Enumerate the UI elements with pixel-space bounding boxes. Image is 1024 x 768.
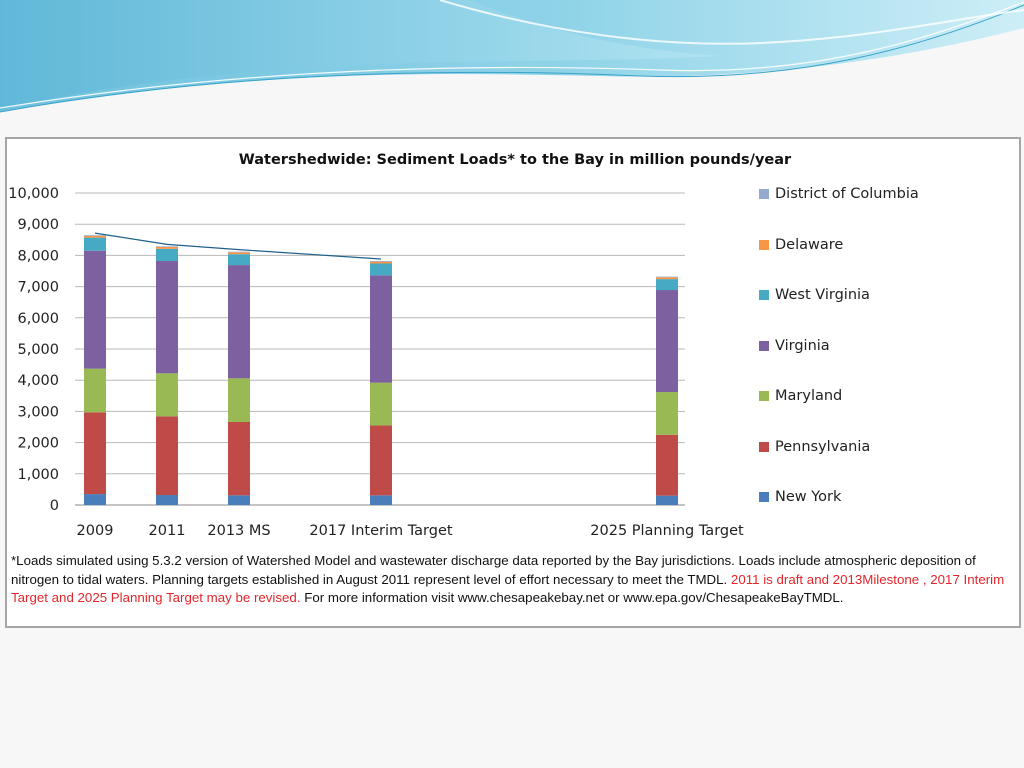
x-tick-label: 2017 Interim Target: [309, 523, 452, 539]
bar-segment: [228, 378, 250, 423]
bar-segment: [228, 252, 250, 255]
bar-segment: [228, 254, 250, 266]
legend-label: New York: [775, 489, 842, 505]
y-tick-label: 2,000: [17, 436, 59, 452]
legend-swatch: [759, 340, 769, 351]
bar-segment: [370, 261, 392, 262]
legend-swatch: [759, 290, 769, 300]
legend-item: Maryland: [759, 386, 842, 406]
bar-segment: [370, 275, 392, 383]
bar-segment: [156, 246, 178, 249]
bar-segment: [84, 250, 106, 369]
legend-swatch: [759, 239, 769, 250]
x-tick-label: 2011: [149, 523, 186, 539]
legend-item: Delaware: [759, 235, 843, 255]
bar-segment: [656, 277, 678, 280]
y-tick-label: 3,000: [17, 404, 59, 420]
chart-plot: 0 1,000 2,000 3,000 4,000 5,000 6,000 7,000 8,00…: [8, 186, 744, 539]
bar-segment: [84, 237, 106, 251]
y-tick-label: 6,000: [17, 311, 59, 327]
footnote-more-info: For more information visit www.chesapeak…: [300, 590, 844, 605]
x-tick-label: 2009: [77, 523, 114, 539]
legend-item: District of Columbia: [759, 184, 919, 204]
bar-segment: [156, 248, 178, 262]
legend-label: District of Columbia: [775, 186, 919, 202]
y-tick-label: 8,000: [17, 248, 59, 264]
bar-segment: [656, 276, 678, 278]
legend-item: Pennsylvania: [759, 437, 870, 457]
legend-label: Virginia: [775, 337, 830, 354]
bar-segment: [84, 235, 106, 236]
legend-item: Virginia: [759, 336, 830, 356]
bar-segment: [656, 279, 678, 291]
x-tick-label: 2025 Planning Target: [590, 523, 744, 539]
bar-segment: [156, 495, 178, 505]
legend-item: West Virginia: [759, 285, 870, 305]
bar-segment: [370, 263, 392, 276]
legend-label: West Virginia: [775, 287, 870, 303]
legend-label: Maryland: [775, 388, 843, 404]
footnote-draft-notice: 2011 is draft and 2013Milestone , 2017 I…: [11, 571, 1005, 606]
legend-swatch: [759, 441, 769, 452]
bar-segment: [84, 494, 106, 505]
bar-segment: [84, 368, 106, 413]
bar-segment: [228, 265, 250, 379]
bar-segment: [84, 235, 106, 238]
bar-segment: [370, 261, 392, 264]
bar-segment: [656, 434, 678, 496]
bar-segment: [656, 495, 678, 505]
y-tick-label: 7,000: [17, 280, 59, 296]
y-tick-label: 4,000: [17, 373, 59, 389]
bar-segment: [84, 412, 106, 495]
y-tick-label: 0: [50, 498, 59, 514]
bar-segment: [228, 251, 250, 253]
bar-segment: [370, 382, 392, 426]
bar-segment: [156, 246, 178, 247]
bar-segment: [370, 495, 392, 505]
legend-swatch: [759, 492, 769, 502]
bar-segment: [656, 290, 678, 393]
y-tick-label: 5,000: [17, 342, 59, 358]
bar-segment: [370, 425, 392, 496]
y-tick-label: 10,000: [8, 186, 59, 202]
footnote-text: *Loads simulated using 5.3.2 version of …: [11, 553, 976, 587]
x-tick-label: 2013 MS: [207, 523, 270, 539]
legend-swatch: [759, 391, 769, 401]
chart-title: Watershedwide: Sediment Loads* to the Ba…: [238, 152, 792, 168]
bar-segment: [156, 373, 178, 417]
y-tick-label: 1,000: [17, 467, 59, 483]
legend-item: New York: [759, 487, 841, 507]
trend-line: [94, 232, 382, 260]
bar-segment: [656, 392, 678, 435]
footnote: *Loads simulated using 5.3.2 version of …: [11, 552, 1011, 608]
y-tick-label: 9,000: [17, 217, 59, 233]
bar-segment: [228, 495, 250, 505]
legend-label: Delaware: [775, 236, 844, 253]
bar-segment: [156, 261, 178, 374]
chart-panel: 0 1,000 2,000 3,000 4,000 5,000 6,000 7,000 8,00…: [5, 137, 1021, 628]
legend-label: Pennsylvania: [775, 438, 871, 455]
legend-swatch: [759, 189, 769, 199]
bar-segment: [156, 416, 178, 496]
bar-segment: [228, 422, 250, 496]
